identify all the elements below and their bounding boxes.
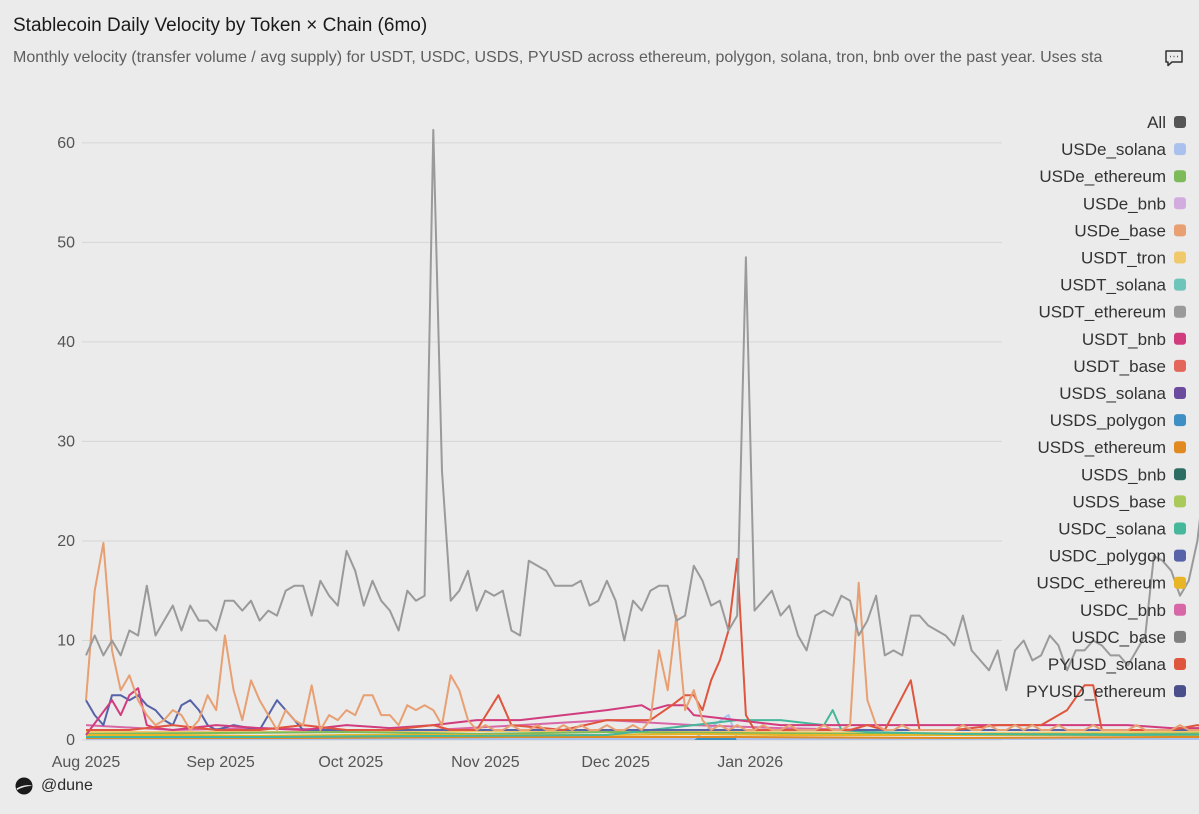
series-line-usdt-bnb[interactable]	[85, 687, 1199, 736]
legend-swatch	[1174, 441, 1186, 454]
legend-label: USDC_bnb	[1080, 601, 1166, 620]
legend-label: USDS_solana	[1059, 384, 1166, 403]
chart-subtitle: Monthly velocity (transfer volume / avg …	[13, 49, 1103, 66]
legend-swatch	[1174, 116, 1186, 128]
legend-label: USDC_ethereum	[1037, 574, 1166, 593]
legend-item-usde-ethereum[interactable]: USDe_ethereum	[1039, 167, 1186, 186]
legend-swatch	[1174, 685, 1186, 698]
legend-swatch	[1174, 197, 1186, 210]
legend-swatch	[1174, 224, 1186, 237]
legend-item-usde-base[interactable]: USDe_base	[1074, 221, 1186, 240]
legend-swatch	[1174, 603, 1186, 616]
legend-item-usds-bnb[interactable]: USDS_bnb	[1081, 465, 1186, 484]
line-chart: 0 10 20 30 40 50 60 Aug 2025 Sep 2025 Oct 2025 No…	[52, 103, 1199, 771]
footer: @dune	[15, 777, 93, 795]
legend-label: PYUSD_ethereum	[1026, 682, 1166, 701]
y-axis-ticks: 0 10 20 30 40 50 60	[57, 135, 75, 749]
legend-label: USDC_polygon	[1049, 547, 1166, 566]
legend-label: USDC_solana	[1058, 520, 1166, 539]
legend-swatch	[1174, 359, 1186, 372]
legend: All USDe_solana USDe_ethereum USDe_bnb USDe_…	[1026, 113, 1186, 701]
legend-label: USDT_base	[1073, 357, 1166, 376]
legend-item-usdt-tron[interactable]: USDT_tron	[1081, 249, 1186, 268]
y-tick-label: 40	[57, 334, 75, 351]
legend-item-usdt-base[interactable]: USDT_base	[1073, 357, 1186, 376]
legend-label: All	[1147, 113, 1166, 132]
series-line-usds-ethereum[interactable]	[86, 736, 1199, 739]
dune-logo-icon	[15, 777, 33, 795]
legend-label: USDe_ethereum	[1039, 167, 1166, 186]
legend-swatch	[1174, 387, 1186, 399]
legend-item-usds-ethereum[interactable]: USDS_ethereum	[1037, 438, 1186, 457]
legend-item-usds-solana[interactable]: USDS_solana	[1059, 384, 1186, 403]
x-tick-label: Sep 2025	[186, 754, 255, 771]
x-tick-label: Aug 2025	[52, 754, 121, 771]
legend-label: USDT_ethereum	[1038, 303, 1166, 322]
legend-label: USDS_polygon	[1050, 411, 1166, 430]
legend-swatch	[1174, 576, 1186, 589]
series-lines	[85, 103, 1199, 740]
legend-label: USDC_base	[1072, 628, 1167, 647]
series-line-usdc-ethereum[interactable]	[86, 733, 1199, 737]
series-line-usdt-ethereum[interactable]	[85, 103, 1199, 692]
legend-item-usdt-bnb[interactable]: USDT_bnb	[1082, 330, 1186, 349]
series-line-pyusd-solana[interactable]	[86, 557, 1199, 731]
series-line-usde-base[interactable]	[85, 541, 1199, 731]
y-tick-label: 10	[57, 632, 75, 649]
legend-swatch	[1174, 332, 1186, 345]
legend-label: USDe_bnb	[1083, 194, 1166, 213]
legend-item-usdc-ethereum[interactable]: USDC_ethereum	[1037, 574, 1186, 593]
x-axis-ticks: Aug 2025 Sep 2025 Oct 2025 Nov 2025 Dec 2025…	[52, 754, 783, 771]
legend-item-usds-base[interactable]: USDS_base	[1072, 492, 1186, 511]
legend-item-pyusd-ethereum[interactable]: PYUSD_ethereum	[1026, 682, 1186, 701]
y-tick-label: 60	[57, 135, 75, 152]
legend-swatch	[1174, 170, 1186, 183]
legend-swatch	[1174, 468, 1186, 481]
footer-handle[interactable]: @dune	[41, 777, 93, 794]
legend-item-usdt-ethereum[interactable]: USDT_ethereum	[1038, 303, 1186, 322]
legend-swatch	[1174, 630, 1186, 643]
legend-swatch	[1174, 305, 1186, 318]
legend-swatch	[1174, 278, 1186, 291]
legend-label: PYUSD_solana	[1048, 655, 1167, 674]
legend-label: USDT_tron	[1081, 249, 1166, 268]
legend-swatch	[1174, 522, 1186, 535]
x-tick-label: Oct 2025	[318, 754, 383, 771]
legend-swatch	[1174, 143, 1186, 156]
legend-item-usde-solana[interactable]: USDe_solana	[1061, 140, 1186, 159]
y-tick-label: 20	[57, 533, 75, 550]
legend-swatch	[1174, 658, 1186, 670]
legend-label: USDS_ethereum	[1037, 438, 1166, 457]
legend-label: USDe_base	[1074, 221, 1166, 240]
legend-item-usdc-polygon[interactable]: USDC_polygon	[1049, 547, 1186, 566]
legend-item-all[interactable]: All	[1147, 113, 1186, 132]
legend-label: USDS_base	[1072, 492, 1166, 511]
comment-icon[interactable]	[1163, 47, 1185, 69]
legend-swatch	[1174, 251, 1186, 264]
chart-title: Stablecoin Daily Velocity by Token × Cha…	[13, 15, 428, 36]
legend-item-usdt-solana[interactable]: USDT_solana	[1060, 276, 1186, 295]
x-tick-label: Jan 2026	[717, 754, 783, 771]
legend-label: USDe_solana	[1061, 140, 1166, 159]
legend-swatch	[1174, 549, 1186, 562]
legend-item-usdc-bnb[interactable]: USDC_bnb	[1080, 601, 1186, 620]
y-tick-label: 50	[57, 234, 75, 251]
legend-item-usds-polygon[interactable]: USDS_polygon	[1050, 411, 1186, 430]
y-tick-label: 30	[57, 433, 75, 450]
y-tick-label: 0	[66, 732, 75, 749]
legend-item-usde-bnb[interactable]: USDe_bnb	[1083, 194, 1186, 213]
legend-item-usdc-base[interactable]: USDC_base	[1072, 628, 1187, 647]
legend-item-usdc-solana[interactable]: USDC_solana	[1058, 520, 1186, 539]
legend-item-pyusd-solana[interactable]: PYUSD_solana	[1048, 655, 1186, 674]
x-tick-label: Dec 2025	[581, 754, 650, 771]
legend-label: USDT_bnb	[1082, 330, 1166, 349]
legend-swatch	[1174, 414, 1186, 427]
legend-swatch	[1174, 495, 1186, 508]
legend-label: USDS_bnb	[1081, 465, 1166, 484]
x-tick-label: Nov 2025	[451, 754, 520, 771]
series-line-usdc-solana[interactable]	[86, 705, 1199, 738]
legend-label: USDT_solana	[1060, 276, 1166, 295]
